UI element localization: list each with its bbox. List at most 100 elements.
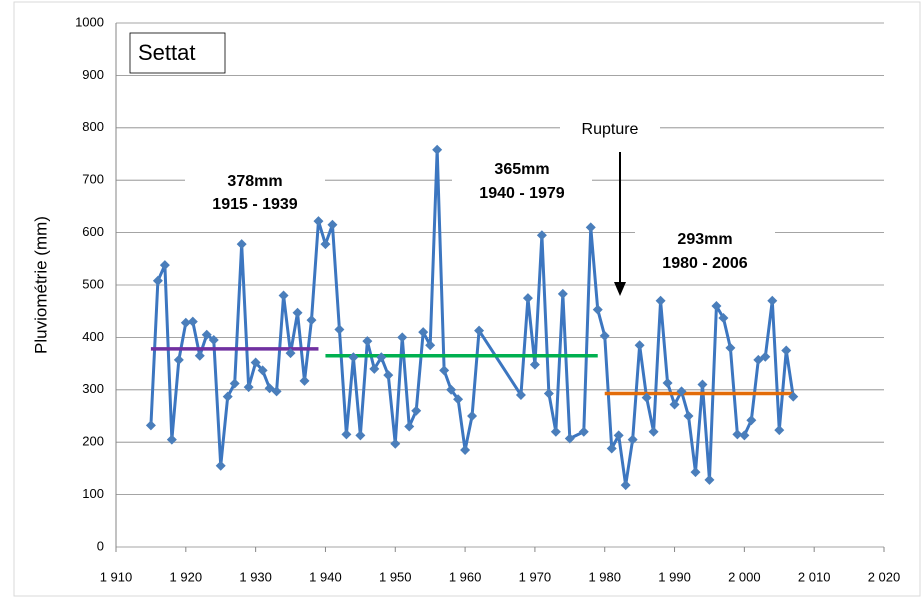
- x-tick-label: 1 970: [519, 569, 552, 584]
- y-tick-label: 200: [82, 434, 104, 449]
- y-axis-label: Pluviométrie (mm): [31, 216, 50, 354]
- point: [264, 383, 275, 394]
- point: [781, 345, 792, 356]
- point: [585, 222, 596, 233]
- label-box: [635, 226, 775, 278]
- x-tick-label: 1 910: [100, 569, 133, 584]
- point: [236, 239, 247, 250]
- period-label: 1915 - 1939: [212, 196, 298, 213]
- x-tick-label: 2 020: [868, 569, 901, 584]
- point: [320, 239, 331, 250]
- point: [173, 354, 184, 365]
- point: [383, 370, 394, 381]
- y-tick-label: 400: [82, 329, 104, 344]
- point: [627, 434, 638, 445]
- chart-border: [13, 1, 921, 597]
- point: [362, 336, 373, 347]
- point: [327, 219, 338, 230]
- y-tick-label: 300: [82, 381, 104, 396]
- point: [418, 327, 429, 338]
- point: [348, 352, 359, 363]
- y-tick-label: 1000: [75, 14, 104, 29]
- point: [690, 467, 701, 478]
- label-box: [185, 168, 325, 219]
- y-tick-label: 800: [82, 119, 104, 134]
- point: [725, 342, 736, 353]
- point: [446, 384, 457, 395]
- mean-label: 378mm: [227, 173, 282, 190]
- point: [215, 460, 226, 471]
- point: [432, 144, 443, 155]
- x-tick-label: 1 980: [588, 569, 621, 584]
- point: [634, 340, 645, 351]
- point: [201, 329, 212, 340]
- point: [557, 288, 568, 299]
- point: [564, 433, 575, 444]
- x-tick-label: 1 950: [379, 569, 412, 584]
- point: [697, 379, 708, 390]
- y-tick-label: 100: [82, 486, 104, 501]
- point: [376, 352, 387, 363]
- point: [746, 415, 757, 426]
- y-tick-label: 0: [97, 538, 104, 553]
- point: [669, 399, 680, 410]
- annotation: Rupture: [582, 121, 639, 138]
- x-tick-label: 1 940: [309, 569, 342, 584]
- point: [592, 304, 603, 315]
- x-tick-label: 1 930: [239, 569, 272, 584]
- point: [655, 295, 666, 306]
- label-box: [452, 156, 592, 208]
- point: [711, 300, 722, 311]
- point: [187, 316, 198, 327]
- x-tick-label: 2 010: [798, 569, 831, 584]
- x-tick-label: 2 000: [728, 569, 761, 584]
- label-box: [560, 117, 660, 143]
- point: [355, 430, 366, 441]
- x-tick-label: 1 920: [170, 569, 203, 584]
- point: [641, 392, 652, 403]
- point: [474, 325, 485, 336]
- point: [606, 443, 617, 454]
- point: [404, 421, 415, 432]
- point: [453, 394, 464, 405]
- point: [529, 359, 540, 370]
- point: [439, 365, 450, 376]
- point: [159, 260, 170, 271]
- point: [676, 386, 687, 397]
- point: [166, 434, 177, 445]
- point: [243, 382, 254, 393]
- point: [341, 429, 352, 440]
- point: [620, 480, 631, 491]
- point: [390, 438, 401, 449]
- point: [222, 391, 233, 402]
- point: [522, 293, 533, 304]
- point: [194, 350, 205, 361]
- title-box: [129, 32, 226, 74]
- point: [334, 324, 345, 335]
- mean-label: 293mm: [677, 231, 732, 248]
- point: [285, 348, 296, 359]
- point: [180, 317, 191, 328]
- point: [739, 430, 750, 441]
- point: [278, 290, 289, 301]
- point: [774, 425, 785, 436]
- point: [704, 474, 715, 485]
- point: [543, 388, 554, 399]
- point: [257, 365, 268, 376]
- mean-label: 365mm: [494, 161, 549, 178]
- point: [411, 405, 422, 416]
- y-tick-label: 500: [82, 276, 104, 291]
- point: [306, 315, 317, 326]
- point: [515, 390, 526, 401]
- point: [145, 420, 156, 431]
- point: [760, 351, 771, 362]
- point: [613, 430, 624, 441]
- point: [732, 429, 743, 440]
- point: [152, 275, 163, 286]
- point: [718, 313, 729, 324]
- point: [271, 386, 282, 397]
- point: [369, 363, 380, 374]
- point: [648, 426, 659, 437]
- point: [313, 216, 324, 227]
- point: [250, 357, 261, 368]
